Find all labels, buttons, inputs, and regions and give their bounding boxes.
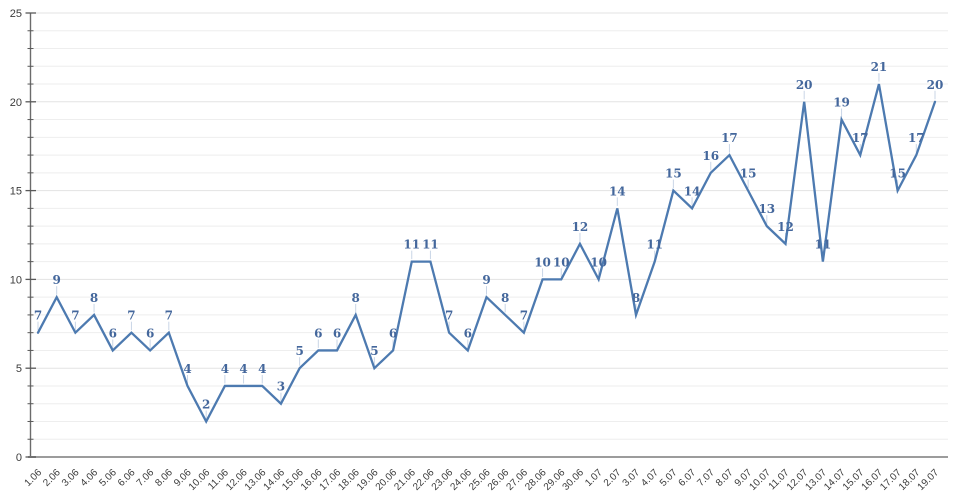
data-label: 17 [852,131,869,145]
data-label: 8 [632,291,640,305]
x-tick-label: 7.07 [695,467,717,489]
data-label: 14 [684,184,701,198]
series-line [36,83,937,424]
x-tick-label: 7.06 [135,467,157,489]
data-label: 21 [871,60,888,74]
x-tick-label: 2.07 [602,467,624,489]
data-label: 6 [389,326,397,340]
x-tick-label: 8.07 [714,467,736,489]
x-tick-label: 30.06 [561,467,587,493]
data-label: 7 [34,309,42,323]
x-tick-label: 19.07 [916,467,942,493]
x-tick-label: 3.06 [60,467,82,489]
y-tick-label: 5 [16,363,22,375]
data-label: 6 [464,326,472,340]
x-tick-label: 1.07 [583,467,605,489]
data-label: 11 [403,238,420,252]
data-label: 19 [833,96,850,110]
x-tick-label: 5.07 [658,467,680,489]
data-label: 10 [534,255,551,269]
data-label: 13 [758,202,775,216]
data-label: 20 [796,78,813,92]
x-tick-label: 2.06 [41,467,63,489]
data-label: 3 [277,380,285,394]
data-label: 10 [553,255,570,269]
data-label: 7 [127,309,135,323]
data-label: 8 [501,291,509,305]
y-tick-label: 0 [16,452,22,464]
data-label: 4 [221,362,229,376]
data-label: 15 [740,167,757,181]
y-axis-ticks [25,12,36,458]
y-tick-label: 15 [10,186,22,198]
data-label: 17 [721,131,738,145]
data-label: 16 [702,149,719,163]
x-tick-label: 10.07 [747,467,773,493]
data-label: 12 [572,220,589,234]
data-label: 5 [370,344,378,358]
data-label: 6 [314,326,322,340]
axes [28,13,948,458]
data-label: 4 [258,362,266,376]
x-tick-label: 1.06 [23,467,45,489]
data-label: 6 [333,326,341,340]
y-tick-label: 20 [10,97,22,109]
data-label: 7 [520,309,528,323]
x-tick-label: 8.06 [153,467,175,489]
data-label: 10 [590,255,607,269]
data-label: 7 [71,309,79,323]
data-label: 2 [202,397,210,411]
data-label: 9 [53,273,61,287]
x-tick-label: 10.06 [187,467,213,493]
data-series-line [36,83,937,424]
data-label: 4 [183,362,191,376]
y-tick-label: 10 [10,274,22,286]
x-tick-label: 6.07 [677,467,699,489]
x-tick-label: 3.07 [621,467,643,489]
data-label: 15 [665,167,682,181]
data-label: 6 [146,326,154,340]
data-label: 20 [927,78,944,92]
gridlines [30,12,948,440]
data-label: 9 [482,273,490,287]
data-label: 11 [646,238,663,252]
data-label: 8 [352,291,360,305]
data-label: 8 [90,291,98,305]
x-axis-labels: 1.062.063.064.065.066.067.068.069.0610.0… [23,467,942,493]
y-axis-labels: 0 5 10 15 20 25 [10,8,22,464]
data-label: 11 [815,238,832,252]
x-tick-label: 4.07 [639,467,661,489]
data-label: 15 [889,167,906,181]
data-label: 7 [445,309,453,323]
data-label: 14 [609,184,626,198]
x-tick-label: 4.06 [79,467,101,489]
data-label: 4 [239,362,247,376]
data-label: 12 [777,220,794,234]
data-label: 5 [295,344,303,358]
data-label: 7 [165,309,173,323]
x-tick-label: 6.06 [116,467,138,489]
y-tick-label: 25 [10,8,22,20]
data-label: 6 [109,326,117,340]
data-label: 17 [908,131,925,145]
x-tick-label: 5.06 [97,467,119,489]
data-label: 11 [422,238,439,252]
